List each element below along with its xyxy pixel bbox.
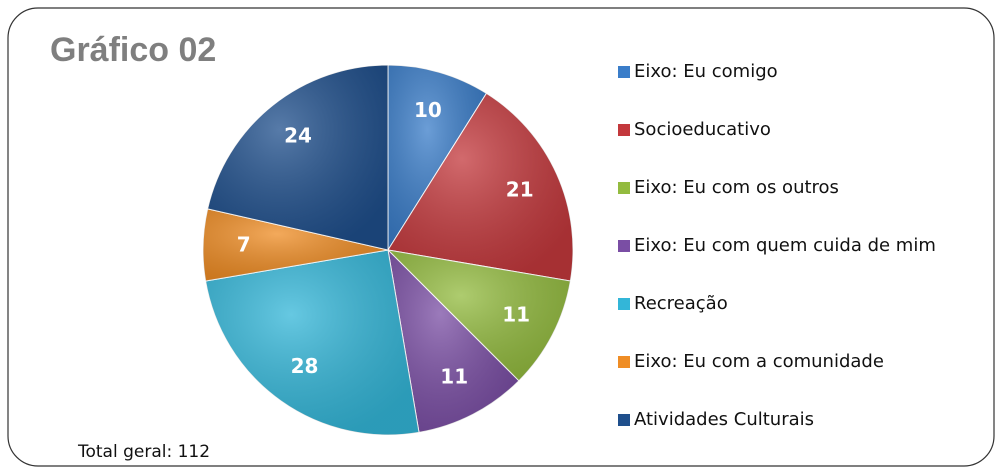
- slice-label: 28: [291, 354, 319, 378]
- slice-label: 24: [284, 124, 312, 148]
- slice-label: 7: [237, 232, 251, 256]
- annotation: Total geral: 112: [77, 442, 210, 462]
- chart-title: Gráfico 02: [50, 31, 216, 69]
- legend-label: Recreação: [634, 293, 728, 314]
- slice-label: 10: [414, 98, 442, 122]
- legend-swatch: [618, 124, 630, 136]
- legend-swatch: [618, 298, 630, 310]
- legend-swatch: [618, 240, 630, 252]
- legend-swatch: [618, 414, 630, 426]
- slice-label: 11: [502, 303, 530, 327]
- legend-label: Eixo: Eu comigo: [634, 61, 778, 82]
- legend-label: Socioeducativo: [634, 119, 771, 140]
- legend-swatch: [618, 356, 630, 368]
- legend-label: Eixo: Eu com quem cuida de mim: [634, 235, 936, 256]
- legend-swatch: [618, 66, 630, 78]
- legend-label: Eixo: Eu com a comunidade: [634, 351, 884, 372]
- legend-swatch: [618, 182, 630, 194]
- slice-label: 21: [506, 178, 534, 202]
- slice-label: 11: [440, 365, 468, 389]
- legend-label: Atividades Culturais: [634, 409, 814, 430]
- legend-label: Eixo: Eu com os outros: [634, 177, 839, 198]
